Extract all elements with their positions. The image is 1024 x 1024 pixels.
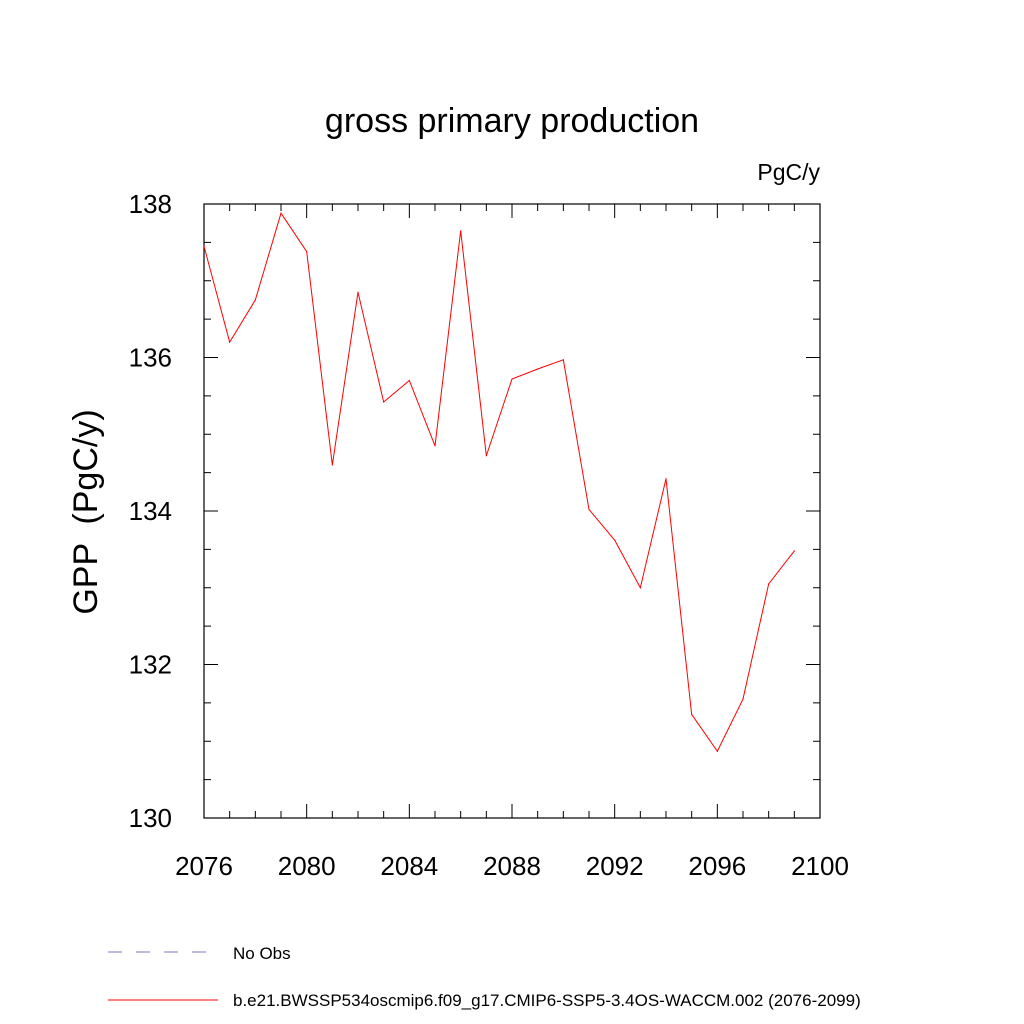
- units-label: PgC/y: [757, 159, 820, 185]
- x-tick-label: 2092: [586, 851, 644, 881]
- y-tick-label: 134: [129, 496, 172, 526]
- x-axis: 2076 2080 2084 2088 2092 2096 2100: [175, 204, 849, 881]
- x-tick-label: 2084: [380, 851, 438, 881]
- y-tick-label: 138: [129, 189, 172, 219]
- y-axis: 130 132 134 136 138: [129, 189, 820, 833]
- chart-title: gross primary production: [325, 102, 699, 140]
- data-point: [331, 464, 333, 466]
- data-point: [434, 445, 436, 447]
- data-point: [203, 245, 205, 247]
- data-point: [254, 299, 256, 301]
- y-tick-label: 130: [129, 803, 172, 833]
- data-point: [280, 212, 282, 214]
- x-tick-label: 2080: [278, 851, 336, 881]
- data-point: [614, 539, 616, 541]
- data-point: [588, 508, 590, 511]
- legend: No Obs b.e21.BWSSP534oscmip6.f09_g17.CMI…: [108, 944, 861, 1010]
- y-tick-label: 132: [129, 650, 172, 680]
- data-point: [665, 478, 667, 480]
- data-point: [357, 291, 359, 293]
- series-layer: [203, 212, 795, 753]
- data-point: [768, 583, 770, 585]
- data-point: [511, 378, 513, 380]
- data-point: [408, 379, 410, 382]
- y-axis-label: GPP (PgC/y): [67, 409, 105, 614]
- x-tick-label: 2088: [483, 851, 541, 881]
- y-tick-label: 136: [129, 343, 172, 373]
- data-point: [485, 455, 487, 457]
- series-line-model-run: [203, 212, 795, 753]
- x-tick-label: 2076: [175, 851, 233, 881]
- data-point: [229, 341, 231, 343]
- plot-frame: [203, 203, 821, 819]
- data-point: [742, 698, 744, 700]
- data-point: [460, 230, 462, 232]
- data-point: [716, 750, 718, 752]
- data-point: [793, 550, 795, 552]
- legend-label-no-obs: No Obs: [233, 944, 291, 963]
- x-tick-label: 2096: [688, 851, 746, 881]
- data-point: [562, 359, 564, 361]
- data-point: [383, 401, 385, 403]
- data-point: [639, 587, 641, 589]
- data-point: [537, 368, 539, 370]
- legend-label-model-run: b.e21.BWSSP534oscmip6.f09_g17.CMIP6-SSP5…: [233, 991, 861, 1010]
- data-point: [306, 250, 308, 253]
- data-point: [691, 713, 693, 715]
- x-tick-label: 2100: [791, 851, 849, 881]
